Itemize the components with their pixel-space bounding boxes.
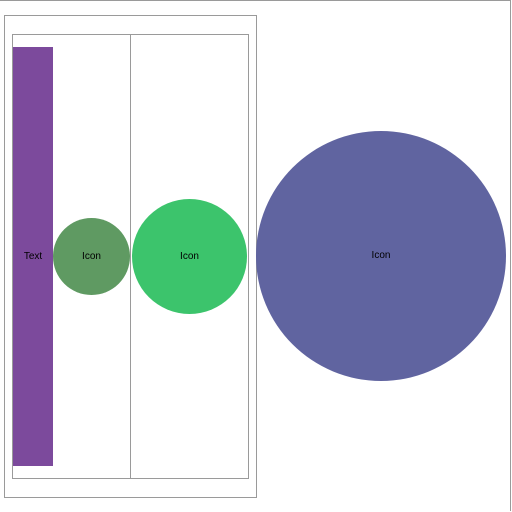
- text-block-label: Text: [23, 250, 43, 262]
- icon-circle-medium: Icon: [132, 199, 247, 314]
- icon-label-large: Icon: [371, 250, 391, 261]
- icon-circle-small: Icon: [53, 218, 130, 295]
- column-divider: [130, 34, 131, 479]
- icon-label-medium: Icon: [180, 250, 199, 262]
- icon-circle-large: Icon: [256, 131, 506, 381]
- text-block: Text: [13, 47, 53, 466]
- icon-label-small: Icon: [82, 250, 101, 262]
